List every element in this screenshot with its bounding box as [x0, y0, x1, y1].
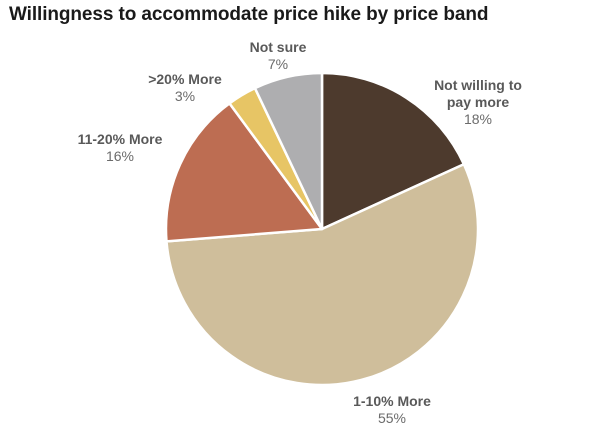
pie-slice-not-willing-to-pay-more — [320, 71, 466, 231]
slice-name: 11-20% More — [77, 131, 163, 147]
slice-name: Not willing to pay more — [434, 77, 522, 110]
slice-label-not-willing: Not willing to pay more 18% — [408, 77, 548, 128]
slice-percent: 18% — [463, 111, 493, 127]
slice-percent: 55% — [377, 410, 407, 426]
slice-label-over-20-more: >20% More 3% — [125, 71, 245, 105]
pie-slice-1-10-more — [165, 162, 480, 387]
slice-label-11-20-more: 11-20% More 16% — [55, 131, 185, 165]
slice-percent: 3% — [174, 88, 196, 104]
slice-name: 1-10% More — [353, 393, 431, 409]
pie-slice-not-sure — [253, 71, 324, 231]
slice-name: >20% More — [148, 71, 222, 87]
slice-percent: 16% — [105, 148, 135, 164]
slice-name: Not sure — [249, 39, 307, 55]
slice-label-not-sure: Not sure 7% — [223, 39, 333, 73]
slice-label-1-10-more: 1-10% More 55% — [332, 393, 452, 427]
slice-percent: 7% — [267, 56, 289, 72]
chart-title: Willingness to accommodate price hike by… — [9, 4, 489, 25]
pie-slice-11-20-more — [164, 102, 324, 243]
